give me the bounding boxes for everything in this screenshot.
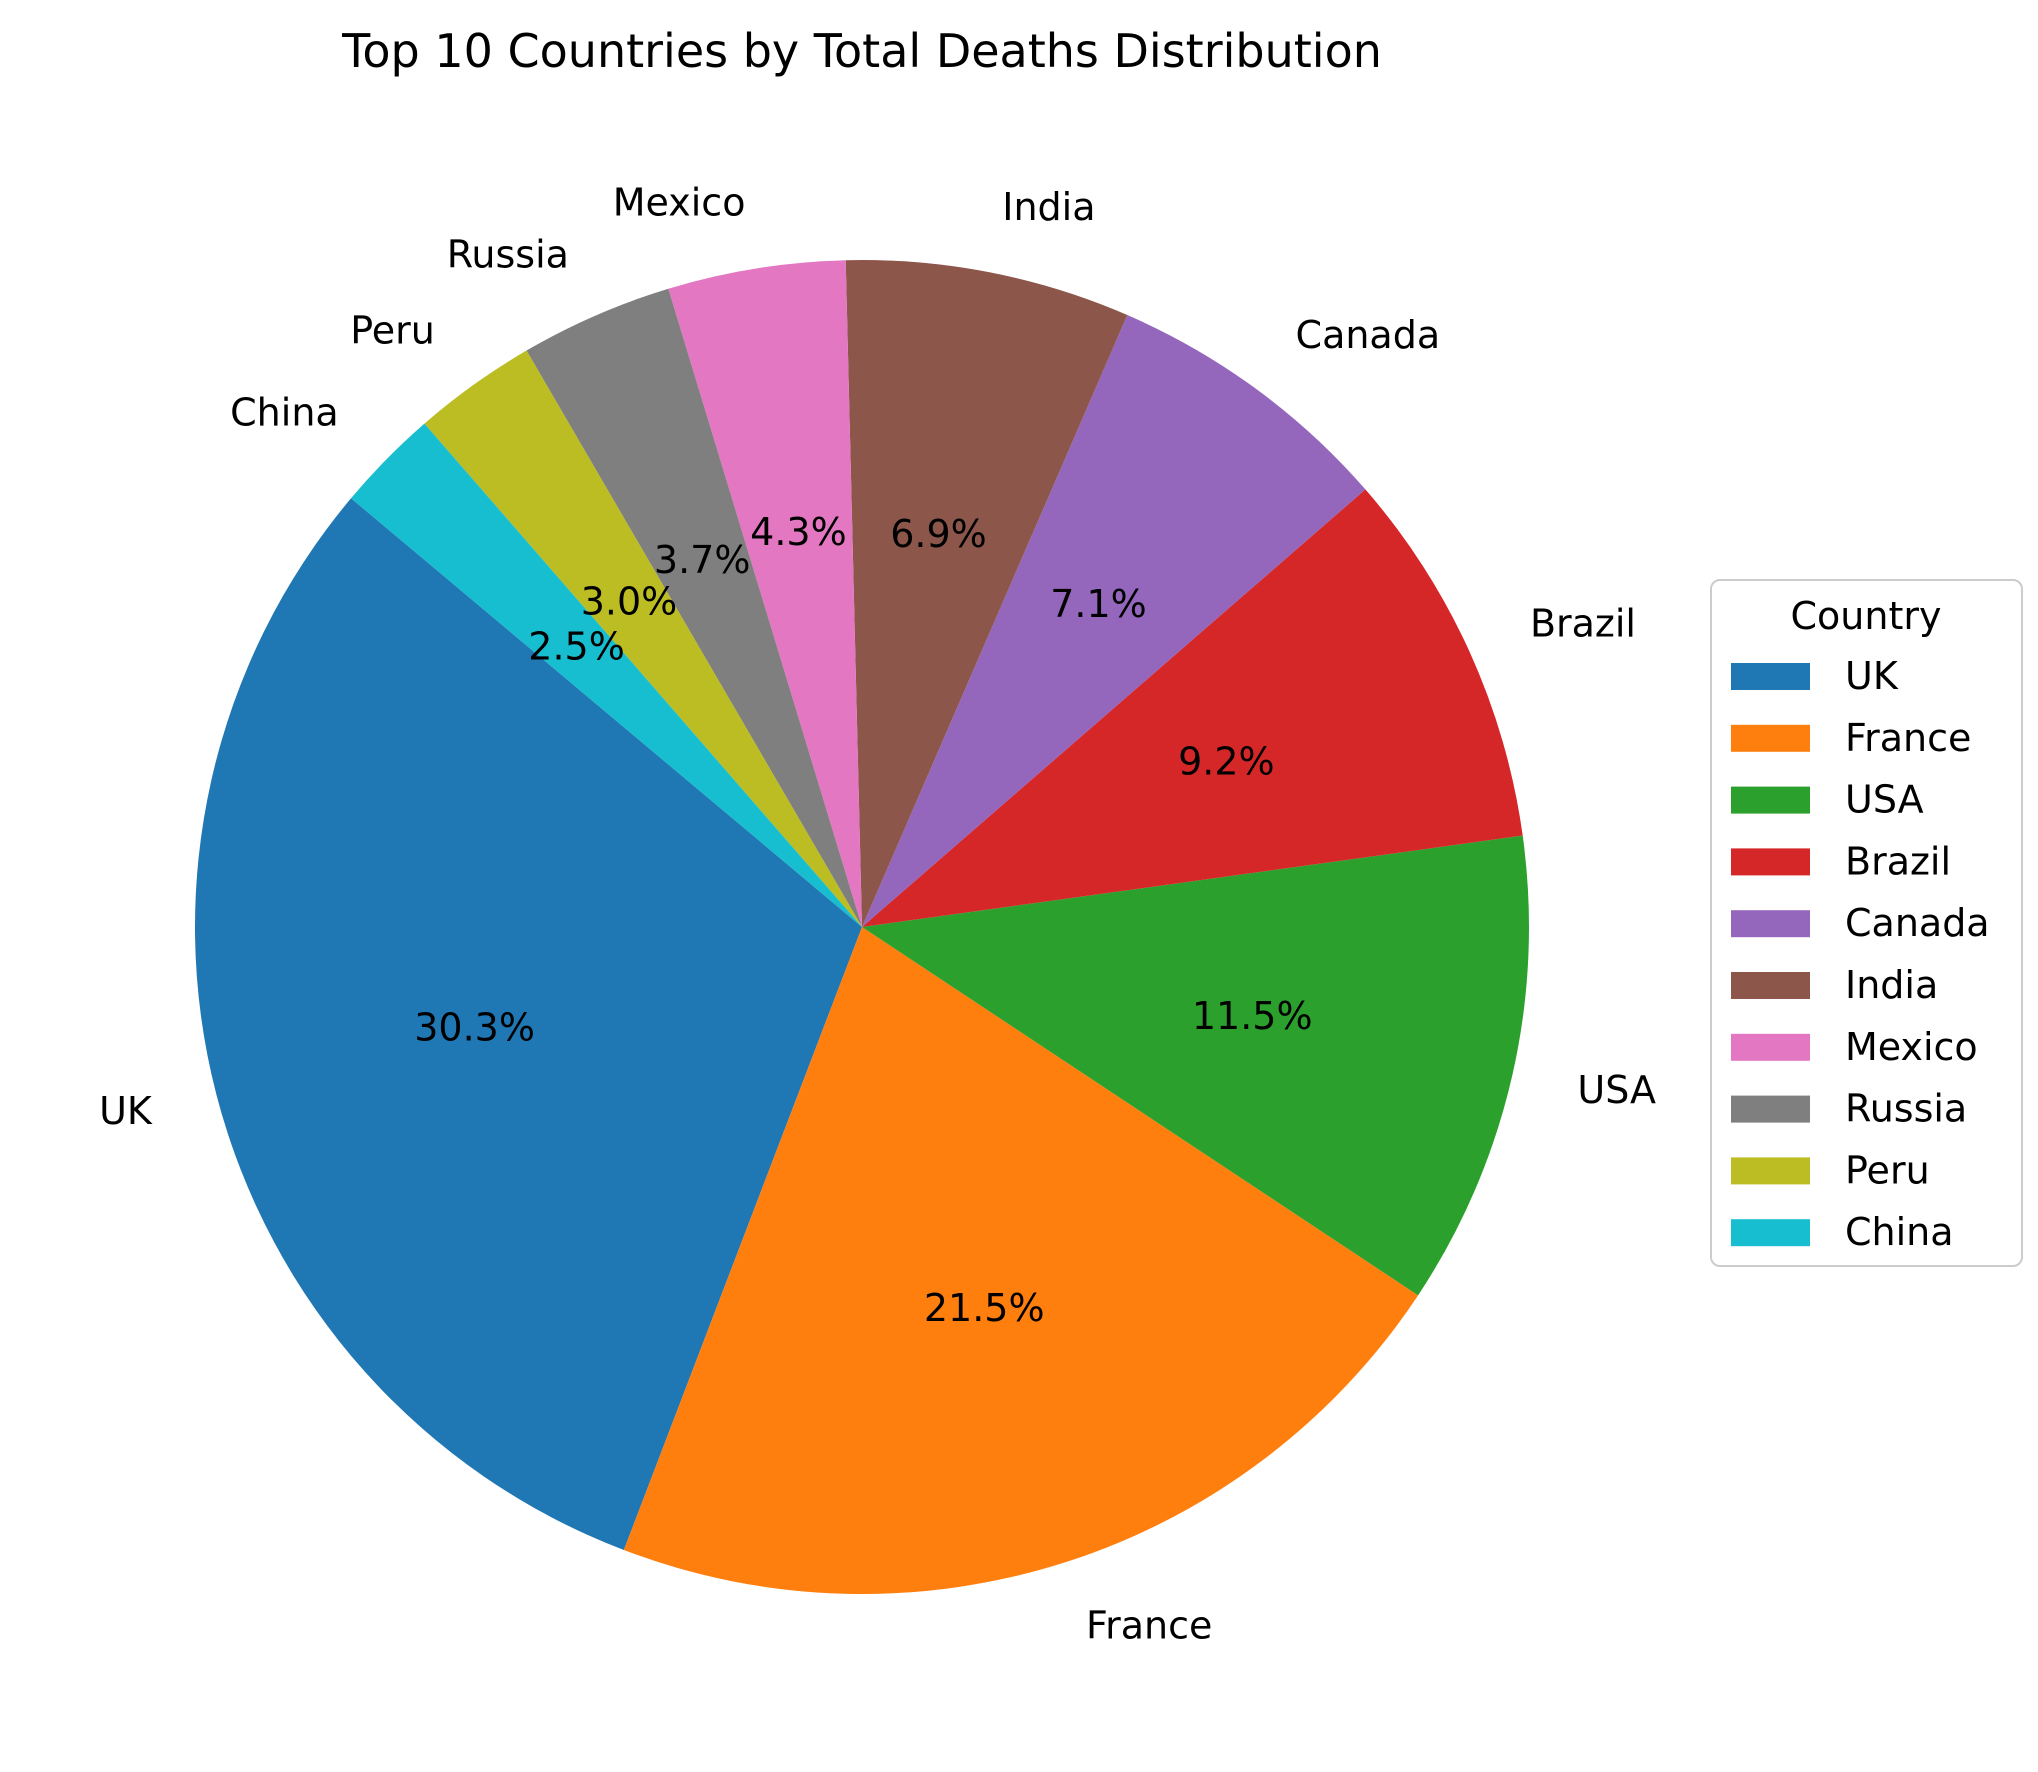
percent-label-russia: 3.7%	[654, 538, 751, 582]
legend-swatch-canada	[1731, 910, 1810, 938]
legend-swatch-peru	[1731, 1157, 1810, 1185]
legend-swatch-mexico	[1731, 1033, 1810, 1061]
percent-label-peru: 3.0%	[581, 580, 678, 624]
legend-label-russia: Russia	[1845, 1087, 1967, 1131]
slice-label-peru: Peru	[350, 308, 435, 352]
percent-label-france: 21.5%	[924, 1286, 1045, 1330]
percent-label-canada: 7.1%	[1050, 582, 1147, 626]
legend-label-canada: Canada	[1845, 901, 1990, 945]
legend-swatch-china	[1731, 1219, 1810, 1247]
legend-swatch-india	[1731, 972, 1810, 999]
slice-label-china: China	[230, 391, 339, 435]
slice-label-russia: Russia	[447, 232, 569, 276]
legend: Country UK France USA Brazil Canada India Mexi…	[1710, 579, 2023, 1267]
legend-label-brazil: Brazil	[1845, 839, 1951, 883]
legend-label-mexico: Mexico	[1845, 1025, 1978, 1069]
slice-label-india: India	[1002, 185, 1095, 229]
percent-label-usa: 11.5%	[1192, 994, 1313, 1038]
slice-label-uk: UK	[99, 1089, 153, 1133]
percent-label-china: 2.5%	[528, 624, 625, 668]
pie-slice-usa	[862, 835, 1529, 1296]
legend-label-usa: USA	[1845, 778, 1924, 822]
legend-label-china: China	[1845, 1210, 1954, 1254]
legend-items: UK France USA Brazil Canada India Mexico Russia…	[1731, 654, 1990, 1254]
percent-label-brazil: 9.2%	[1178, 739, 1275, 783]
legend-label-india: India	[1845, 963, 1938, 1007]
pie-slice-canada	[862, 315, 1366, 928]
pie-slice-peru	[424, 350, 862, 928]
legend-swatch-brazil	[1731, 848, 1810, 876]
legend-label-peru: Peru	[1845, 1148, 1930, 1192]
chart-title: Top 10 Countries by Total Deaths Distrib…	[341, 24, 1382, 78]
slice-labels: UK France USA Brazil Canada India Mexico Russia…	[99, 181, 1656, 1648]
percent-label-india: 6.9%	[890, 512, 987, 556]
percent-label-uk: 30.3%	[414, 1005, 535, 1049]
pie-slice-china	[351, 423, 862, 927]
pie-slice-mexico	[668, 260, 862, 927]
percent-labels: 30.3% 21.5% 11.5% 9.2% 7.1% 6.9% 4.3%3.7%3.0%2…	[414, 510, 1312, 1330]
pie-slice-russia	[526, 288, 862, 928]
legend-swatch-france	[1731, 724, 1810, 752]
legend-swatch-uk	[1731, 663, 1810, 690]
legend-swatch-russia	[1731, 1095, 1810, 1123]
legend-label-uk: UK	[1845, 654, 1899, 698]
slice-label-brazil: Brazil	[1530, 601, 1636, 645]
legend-swatch-usa	[1731, 786, 1810, 814]
pie-slice-uk	[195, 498, 862, 1551]
slice-label-usa: USA	[1577, 1068, 1656, 1112]
pie-slice-india	[845, 259, 1128, 927]
pie-slice-france	[623, 927, 1419, 1594]
pie-slice-brazil	[862, 489, 1523, 927]
pie-slices	[195, 259, 1529, 1594]
legend-title: Country	[1791, 594, 1942, 638]
percent-label-mexico: 4.3%	[750, 510, 847, 554]
legend-label-france: France	[1845, 716, 1971, 760]
slice-label-mexico: Mexico	[613, 181, 746, 225]
slice-label-canada: Canada	[1296, 313, 1441, 357]
slice-label-france: France	[1086, 1604, 1212, 1648]
